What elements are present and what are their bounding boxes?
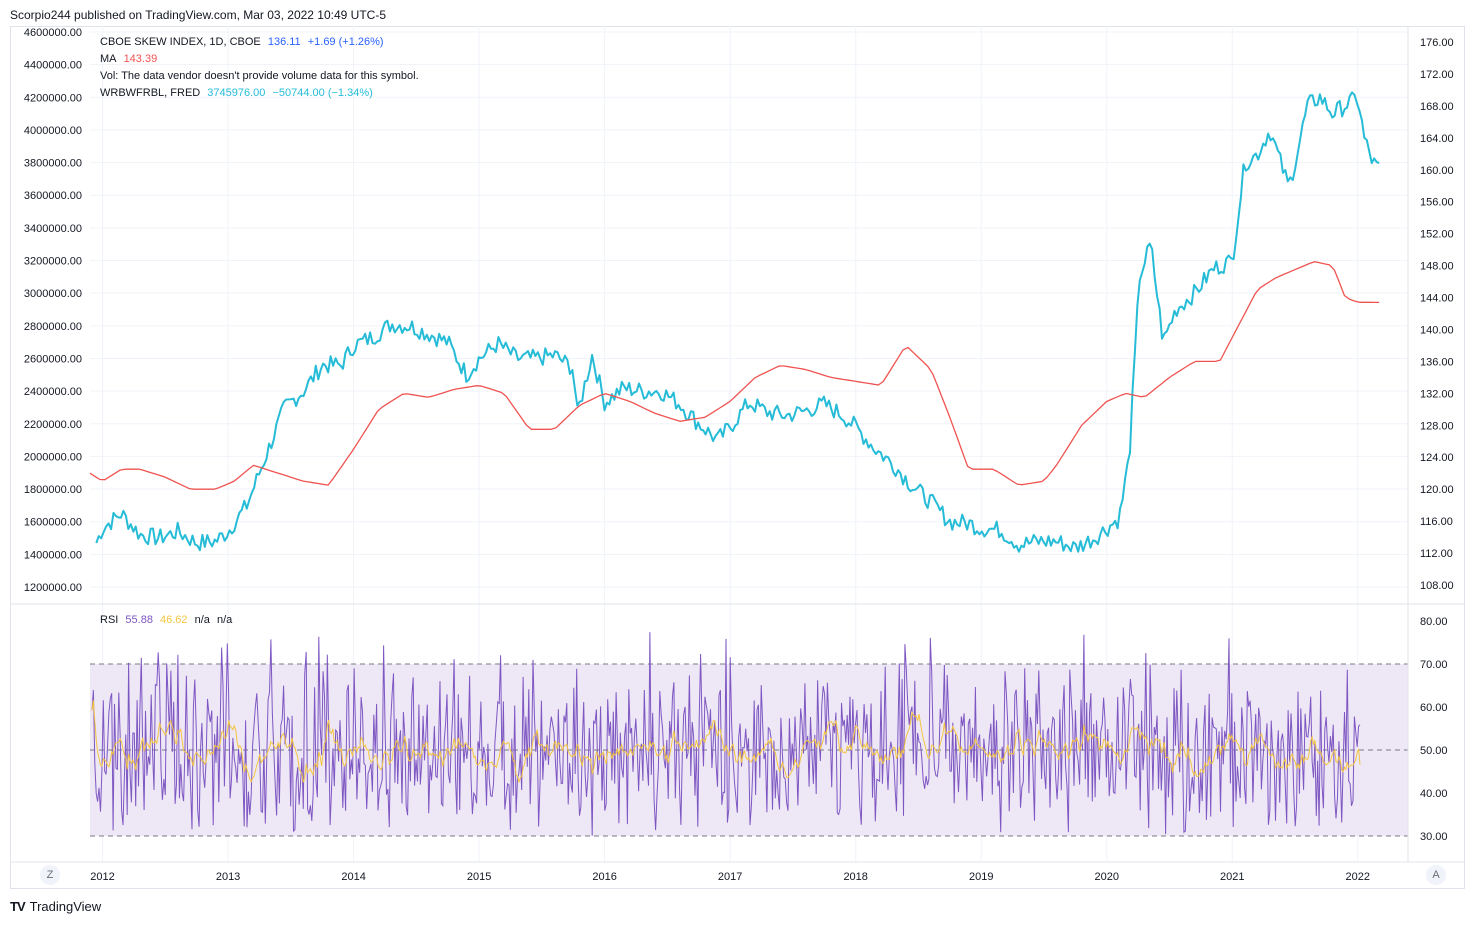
legend-skew[interactable]: CBOE SKEW INDEX, 1D, CBOE 136.11 +1.69 (… xyxy=(100,36,388,48)
left-tick-label: 3400000.00 xyxy=(24,223,82,235)
left-tick-label: 2400000.00 xyxy=(24,386,82,398)
legend-fred-value: 3745976.00 xyxy=(207,87,266,99)
legend-ma-value: 143.39 xyxy=(123,53,158,65)
left-tick-label: 2800000.00 xyxy=(24,321,82,333)
left-tick-label: 4600000.00 xyxy=(24,27,82,39)
right-tick-label: 124.00 xyxy=(1420,452,1454,464)
right-tick-label: 152.00 xyxy=(1420,229,1454,241)
right-tick-label: 160.00 xyxy=(1420,165,1454,177)
chart-frame xyxy=(10,26,1465,889)
left-tick-label: 4000000.00 xyxy=(24,125,82,137)
series-line-ma xyxy=(89,261,1380,490)
legend-ma[interactable]: MA 143.39 xyxy=(100,53,161,65)
rsi-tick-label: 30.00 xyxy=(1420,831,1448,843)
right-tick-label: 164.00 xyxy=(1420,133,1454,145)
legend-skew-value: 136.11 xyxy=(267,36,301,48)
left-tick-label: 4200000.00 xyxy=(24,92,82,104)
legend-ma-name: MA xyxy=(100,53,117,65)
legend-vol-text: Vol: The data vendor doesn't provide vol… xyxy=(100,70,419,82)
left-tick-label: 3000000.00 xyxy=(24,288,82,300)
left-tick-label: 2000000.00 xyxy=(24,451,82,463)
auto-scale-button[interactable]: A xyxy=(1426,865,1446,885)
rsi-tick-label: 50.00 xyxy=(1420,745,1448,757)
x-tick-label: 2018 xyxy=(843,871,867,883)
x-tick-label: 2022 xyxy=(1346,871,1370,883)
legend-rsi-na-2: n/a xyxy=(216,614,233,626)
left-tick-label: 1400000.00 xyxy=(24,549,82,561)
right-tick-label: 168.00 xyxy=(1420,101,1454,113)
left-tick-label: 2600000.00 xyxy=(24,353,82,365)
right-tick-label: 176.00 xyxy=(1420,37,1454,49)
legend-skew-change: +1.69 (+1.26%) xyxy=(307,36,384,48)
left-tick-label: 4400000.00 xyxy=(24,60,82,72)
rsi-tick-label: 80.00 xyxy=(1420,616,1448,628)
left-tick-label: 1600000.00 xyxy=(24,517,82,529)
publisher-line: Scorpio244 published on TradingView.com,… xyxy=(10,8,387,22)
legend-skew-name: CBOE SKEW INDEX, 1D, CBOE xyxy=(100,36,261,48)
right-tick-label: 136.00 xyxy=(1420,356,1454,368)
right-tick-label: 132.00 xyxy=(1420,388,1454,400)
tradingview-logo-icon: TV xyxy=(10,899,26,914)
right-tick-label: 108.00 xyxy=(1420,580,1454,592)
right-tick-label: 112.00 xyxy=(1420,548,1453,560)
legend-rsi-name: RSI xyxy=(100,614,119,626)
zoom-reset-button[interactable]: Z xyxy=(40,865,60,885)
rsi-tick-label: 40.00 xyxy=(1420,788,1448,800)
series-line-wrbwfrbl xyxy=(95,91,1380,553)
legend-vol[interactable]: Vol: The data vendor doesn't provide vol… xyxy=(100,70,423,82)
right-tick-label: 116.00 xyxy=(1420,516,1453,528)
x-tick-label: 2015 xyxy=(467,871,491,883)
right-tick-label: 120.00 xyxy=(1420,484,1454,496)
right-tick-label: 148.00 xyxy=(1420,261,1454,273)
left-tick-label: 1800000.00 xyxy=(24,484,82,496)
right-tick-label: 144.00 xyxy=(1420,293,1454,305)
right-tick-label: 172.00 xyxy=(1420,69,1454,81)
legend-rsi[interactable]: RSI 55.88 46.62 n/a n/a xyxy=(100,614,236,626)
legend-fred[interactable]: WRBWFRBL, FRED 3745976.00 −50744.00 (−1.… xyxy=(100,87,377,99)
right-tick-label: 128.00 xyxy=(1420,420,1454,432)
x-tick-label: 2019 xyxy=(969,871,993,883)
legend-fred-name: WRBWFRBL, FRED xyxy=(100,87,201,99)
right-tick-label: 140.00 xyxy=(1420,324,1454,336)
x-tick-label: 2017 xyxy=(718,871,742,883)
x-tick-label: 2021 xyxy=(1220,871,1244,883)
x-tick-label: 2020 xyxy=(1095,871,1119,883)
left-tick-label: 2200000.00 xyxy=(24,419,82,431)
left-tick-label: 3800000.00 xyxy=(24,158,82,170)
series-line-rsi xyxy=(91,632,1361,836)
tradingview-name: TradingView xyxy=(29,899,102,914)
right-tick-label: 156.00 xyxy=(1420,197,1454,209)
left-tick-label: 3600000.00 xyxy=(24,190,82,202)
legend-rsi-na-1: n/a xyxy=(194,614,210,626)
legend-fred-change: −50744.00 (−1.34%) xyxy=(272,87,373,99)
left-tick-label: 3200000.00 xyxy=(24,256,82,268)
rsi-tick-label: 70.00 xyxy=(1420,659,1448,671)
x-tick-label: 2013 xyxy=(216,871,240,883)
x-tick-label: 2016 xyxy=(592,871,616,883)
legend-rsi-value: 55.88 xyxy=(125,614,153,626)
x-tick-label: 2012 xyxy=(90,871,114,883)
legend-rsi-ma-value: 46.62 xyxy=(160,614,188,626)
left-tick-label: 1200000.00 xyxy=(24,582,82,594)
series-line-rsi-ma xyxy=(91,700,1361,783)
tradingview-brand[interactable]: TV TradingView xyxy=(10,899,101,914)
x-tick-label: 2014 xyxy=(341,871,365,883)
rsi-tick-label: 60.00 xyxy=(1420,702,1448,714)
